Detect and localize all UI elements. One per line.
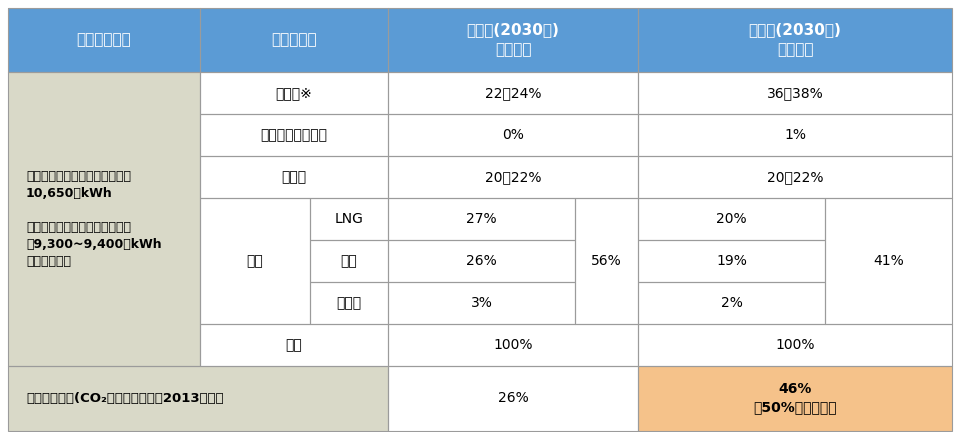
Bar [200,114,388,156]
Text: 2%: 2% [721,296,742,310]
Bar [638,198,825,240]
Bar [8,72,200,366]
Bar [825,198,952,324]
Bar [388,282,575,324]
Bar [388,366,638,431]
Bar [388,366,638,431]
Bar [8,366,388,431]
Text: 【第５次エネルギー基本計画】
10,650億kWh

【第６次エネルギー基本計画】
約9,300~9,400億kWh
（やや減少）: 【第５次エネルギー基本計画】 10,650億kWh 【第６次エネルギー基本計画】… [26,170,161,268]
Text: 20～22%: 20～22% [767,170,824,184]
Bar [638,198,825,240]
Bar [200,324,388,366]
Bar [200,324,388,366]
Bar [388,198,575,240]
Text: 20～22%: 20～22% [485,170,541,184]
Text: 0%: 0% [502,128,524,142]
Bar [310,240,388,282]
Bar [200,156,388,198]
Bar [310,240,388,282]
Bar [388,114,638,156]
Bar [388,324,638,366]
Text: 総発電電力量: 総発電電力量 [77,32,132,48]
Text: 火力: 火力 [247,254,263,268]
Text: 100%: 100% [776,338,815,352]
Bar [638,324,952,366]
Bar [638,282,825,324]
Bar [310,282,388,324]
Text: 第６次(2030年)
電源構成: 第６次(2030年) 電源構成 [749,22,841,57]
Bar [200,8,388,72]
Bar [388,72,638,114]
Bar [638,8,952,72]
Bar [388,240,575,282]
Bar [200,72,388,114]
Bar [200,72,388,114]
Bar [310,198,388,240]
Bar [638,114,952,156]
Text: 第５次(2030年)
電源構成: 第５次(2030年) 電源構成 [467,22,560,57]
Bar [388,114,638,156]
Text: 3%: 3% [470,296,492,310]
Text: 41%: 41% [874,254,904,268]
Bar [825,198,952,324]
Text: 合計: 合計 [286,338,302,352]
Text: 石油等: 石油等 [336,296,362,310]
Text: 原子力: 原子力 [281,170,306,184]
Bar [638,282,825,324]
Bar [388,282,575,324]
Text: 26%: 26% [497,391,528,406]
Bar [638,366,952,431]
Bar [388,8,638,72]
Bar [8,8,200,72]
Text: 20%: 20% [716,212,747,226]
Text: 19%: 19% [716,254,747,268]
Bar [388,324,638,366]
Bar [575,198,638,324]
Bar [200,198,310,324]
Text: 1%: 1% [784,128,806,142]
Bar [638,72,952,114]
Text: 56%: 56% [591,254,622,268]
Bar [8,366,388,431]
Bar [388,156,638,198]
Bar [388,198,575,240]
Text: 46%
（50%を目指す）: 46% （50%を目指す） [754,382,837,415]
Bar [638,156,952,198]
Text: 26%: 26% [467,254,497,268]
Bar [200,114,388,156]
Bar [638,8,952,72]
Bar [638,324,952,366]
Bar [638,156,952,198]
Bar [638,240,825,282]
Bar [8,72,200,366]
Bar [200,8,388,72]
Text: 水素・アンモニア: 水素・アンモニア [260,128,327,142]
Text: LNG: LNG [335,212,364,226]
Bar [8,8,200,72]
Bar [200,198,310,324]
Bar [638,114,952,156]
Text: 石炭: 石炭 [341,254,357,268]
Text: 電源の種別: 電源の種別 [271,32,317,48]
Bar [388,72,638,114]
Bar [575,198,638,324]
Text: 36～38%: 36～38% [767,86,824,100]
Bar [310,198,388,240]
Bar [310,282,388,324]
Text: 22～24%: 22～24% [485,86,541,100]
Bar [638,366,952,431]
Text: 100%: 100% [493,338,533,352]
Bar [388,8,638,72]
Bar [388,240,575,282]
Text: 温室効果ガス(CO₂）の削減目標：2013年度比: 温室効果ガス(CO₂）の削減目標：2013年度比 [26,392,224,405]
Bar [200,156,388,198]
Text: 27%: 27% [467,212,497,226]
Bar [638,240,825,282]
Bar [388,156,638,198]
Bar [638,72,952,114]
Text: 再エネ※: 再エネ※ [276,86,312,100]
